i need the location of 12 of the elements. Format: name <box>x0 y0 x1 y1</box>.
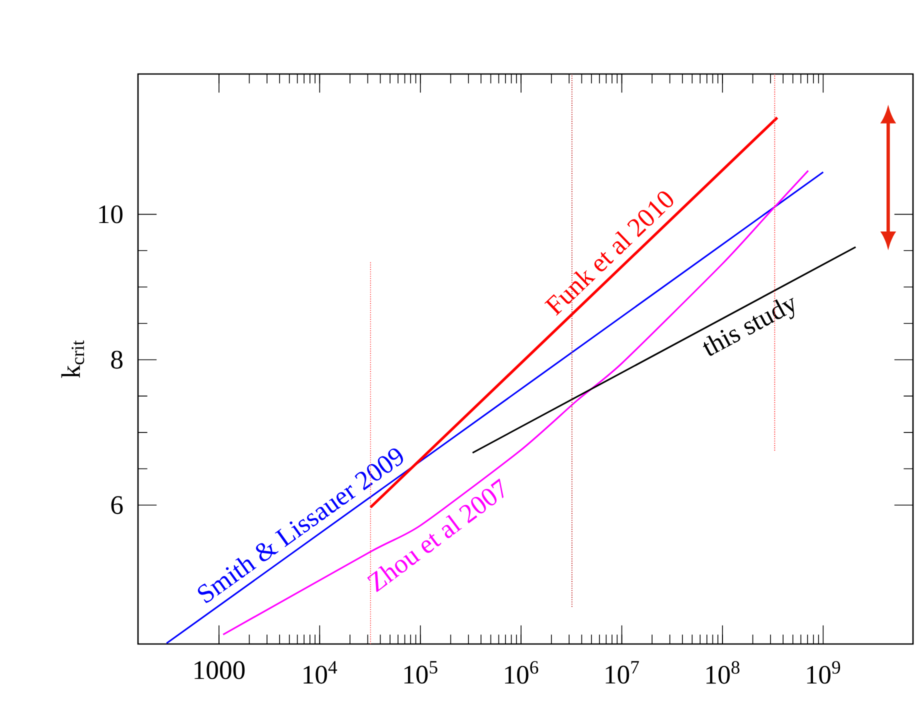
x-tick-label: 10$^{5}$ <box>404 661 438 684</box>
y-tick-label: 8 <box>111 350 122 369</box>
y-axis-title: k$_{crit}$ <box>61 340 84 378</box>
y-tick-label: 10 <box>99 205 122 224</box>
x-tick-label: 10$^{6}$ <box>505 661 538 684</box>
x-tick-label: 1000 <box>194 661 245 680</box>
x-tick-label: 10$^{4}$ <box>304 661 338 684</box>
y-tick-label: 6 <box>111 496 123 514</box>
x-tick-label: 10$^{7}$ <box>606 661 639 684</box>
x-tick-label: 10$^{8}$ <box>706 661 740 684</box>
x-tick-label: 10$^{9}$ <box>807 661 840 684</box>
text: this study <box>702 298 794 356</box>
